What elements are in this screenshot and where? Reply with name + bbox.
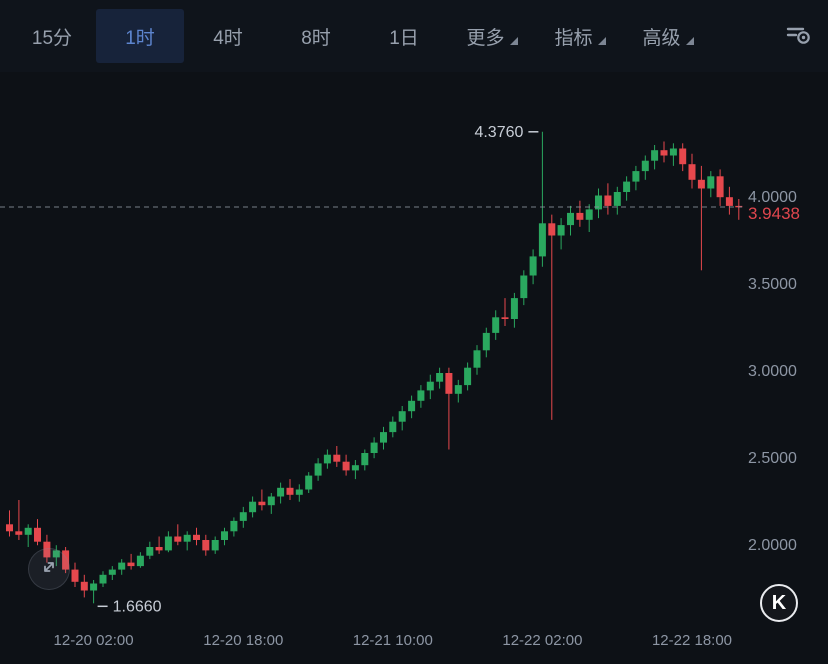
tab-15m-label: 15分 <box>31 27 73 49</box>
menu-advanced-caret-icon <box>685 37 694 45</box>
k-logo-letter: K <box>771 591 787 614</box>
chart-settings-button[interactable] <box>776 14 820 58</box>
svg-text:12-22 18:00: 12-22 18:00 <box>652 632 732 649</box>
chart-resize-button[interactable] <box>28 548 70 590</box>
svg-text:1.6660: 1.6660 <box>113 598 162 615</box>
svg-text:4.3760: 4.3760 <box>474 124 523 141</box>
timeframe-and-menu-items: 15分 1时 4时 8时 1日 更多 指标 高级 <box>8 9 776 63</box>
candlestick-series <box>6 131 743 604</box>
y-axis-labels: 4.0000 3.5000 3.0000 2.5000 2.0000 <box>748 189 797 554</box>
menu-indicators-caret-icon <box>597 37 606 45</box>
tab-8h[interactable]: 8时 <box>272 9 360 63</box>
menu-advanced[interactable]: 高级 <box>624 9 712 63</box>
menu-more-caret-icon <box>509 37 518 45</box>
menu-indicators[interactable]: 指标 <box>536 9 624 63</box>
tab-8h-label: 8时 <box>301 27 331 49</box>
tab-4h[interactable]: 4时 <box>184 9 272 63</box>
svg-text:2.0000: 2.0000 <box>748 537 797 554</box>
chart-settings-icon <box>784 20 812 53</box>
svg-text:12-21 10:00: 12-21 10:00 <box>353 632 433 649</box>
diagonal-arrows-icon <box>38 556 60 583</box>
svg-text:12-22 02:00: 12-22 02:00 <box>502 632 582 649</box>
current-price-label: 3.9438 <box>748 204 800 223</box>
tab-4h-label: 4时 <box>213 27 243 49</box>
tab-1h-label: 1时 <box>125 27 155 49</box>
svg-text:4.0000: 4.0000 <box>748 189 797 206</box>
k-logo-badge[interactable]: K <box>760 584 798 622</box>
x-axis-labels: 12-20 02:00 12-20 18:00 12-21 10:00 12-22 0… <box>54 632 732 649</box>
svg-text:2.5000: 2.5000 <box>748 450 797 467</box>
low-annotation: 1.6660 <box>97 598 162 615</box>
svg-text:3.5000: 3.5000 <box>748 276 797 293</box>
svg-text:3.0000: 3.0000 <box>748 363 797 380</box>
tab-1d-label: 1日 <box>389 27 419 49</box>
menu-more-label: 更多 <box>466 27 505 49</box>
high-annotation: 4.3760 <box>474 124 539 141</box>
tab-15m[interactable]: 15分 <box>8 9 96 63</box>
svg-text:12-20 02:00: 12-20 02:00 <box>54 632 134 649</box>
menu-indicators-label: 指标 <box>554 27 593 49</box>
tab-1d[interactable]: 1日 <box>360 9 448 63</box>
tab-1h[interactable]: 1时 <box>96 9 184 63</box>
menu-advanced-label: 高级 <box>642 27 681 49</box>
svg-text:12-20 18:00: 12-20 18:00 <box>203 632 283 649</box>
menu-more[interactable]: 更多 <box>448 9 536 63</box>
chart-toolbar: 15分 1时 4时 8时 1日 更多 指标 高级 <box>0 0 828 72</box>
